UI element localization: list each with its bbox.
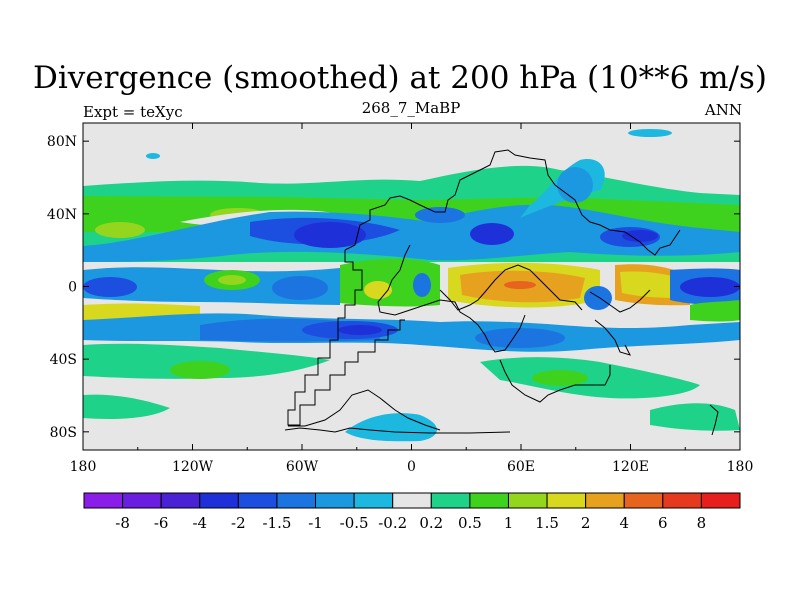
colorbar-label: -0.5: [340, 514, 369, 532]
contour-patch: [340, 258, 440, 307]
contour-patch: [170, 361, 230, 379]
colorbar-label: 0.2: [419, 514, 443, 532]
x-tick-label: 120E: [612, 459, 649, 475]
contour-patch: [415, 207, 465, 223]
contour-patch: [650, 403, 740, 431]
contour-patch: [364, 281, 392, 299]
contour-patch: [622, 230, 658, 242]
coastlines: [284, 149, 719, 436]
colorbar-box: [353, 492, 394, 509]
contour-patch: [146, 153, 160, 159]
colorbar: -8 -6 -4 -2 -1.5 -1 -0.5 -0.2 0.2 0.5 1 1.5 2 4 6 8: [83, 492, 741, 532]
x-tick-label: 0: [407, 459, 416, 475]
contour-patch: [557, 167, 593, 203]
contour-patch: [504, 281, 536, 289]
contour-patch: [620, 271, 685, 298]
y-tick-label: 40N: [47, 207, 77, 223]
x-tick-label: 180: [727, 459, 754, 475]
contour-patch: [338, 325, 382, 335]
contour-patch: [584, 286, 612, 310]
colorbar-box: [392, 492, 432, 509]
contour-patch: [680, 277, 740, 297]
contour-patch: [475, 328, 565, 348]
colorbar-box: [315, 492, 355, 509]
contour-patch: [83, 277, 137, 297]
colorbar-label: -8: [115, 514, 130, 532]
contour-patch: [470, 223, 514, 245]
season-label: ANN: [704, 101, 742, 119]
colorbar-box: [276, 492, 317, 509]
colorbar-box: [199, 492, 239, 509]
plot-title: Divergence (smoothed) at 200 hPa (10**6 …: [33, 60, 767, 96]
case-label: 268_7_MaBP: [361, 99, 461, 117]
contour-patch: [690, 300, 740, 322]
contour-patch: [628, 129, 672, 137]
colorbar-box: [122, 492, 162, 509]
colorbar-label: -4: [192, 514, 207, 532]
colorbar-box: [469, 492, 509, 509]
colorbar-box: [662, 492, 702, 509]
contour-field: [83, 123, 740, 450]
contour-patch: [294, 222, 366, 248]
colorbar-box: [83, 492, 124, 509]
colorbar-label: 8: [697, 514, 707, 532]
colorbar-box: [430, 492, 471, 509]
colorbar-label: -2: [231, 514, 246, 532]
contour-patch: [272, 276, 328, 300]
colorbar-box: [623, 492, 664, 509]
colorbar-label: 1: [504, 514, 514, 532]
colorbar-label: 4: [619, 514, 629, 532]
colorbar-box: [700, 492, 741, 509]
contour-patch: [480, 357, 700, 399]
x-tick-label: 60W: [286, 459, 319, 475]
contour-patch: [532, 370, 588, 386]
y-tick-label: 40S: [50, 352, 77, 368]
x-axis: 180 120W 60W 0 60E 120E 180: [70, 123, 754, 475]
contour-patch: [95, 222, 145, 238]
colorbar-label: -0.2: [378, 514, 407, 532]
y-tick-label: 0: [68, 280, 77, 296]
y-tick-label: 80S: [50, 425, 77, 441]
x-tick-label: 60E: [507, 459, 535, 475]
colorbar-label: 2: [581, 514, 591, 532]
colorbar-label: -1: [308, 514, 323, 532]
x-tick-label: 180: [70, 459, 97, 475]
colorbar-box: [160, 492, 201, 509]
colorbar-label: 1.5: [535, 514, 559, 532]
colorbar-label: -6: [154, 514, 169, 532]
colorbar-label: 6: [658, 514, 668, 532]
colorbar-box: [585, 492, 625, 509]
colorbar-box: [507, 492, 548, 509]
colorbar-label: 0.5: [458, 514, 482, 532]
y-tick-label: 80N: [47, 134, 77, 150]
contour-patch: [83, 204, 740, 262]
contour-patch: [218, 275, 246, 285]
contour-patch: [413, 273, 431, 297]
contour-patch: [83, 394, 170, 419]
colorbar-box: [546, 492, 587, 509]
colorbar-label: -1.5: [262, 514, 291, 532]
colorbar-box: [237, 492, 278, 509]
y-axis: 80N 40N 0 40S 80S: [47, 134, 740, 441]
x-tick-label: 120W: [172, 459, 214, 475]
experiment-label: Expt = teXyc: [83, 103, 183, 121]
